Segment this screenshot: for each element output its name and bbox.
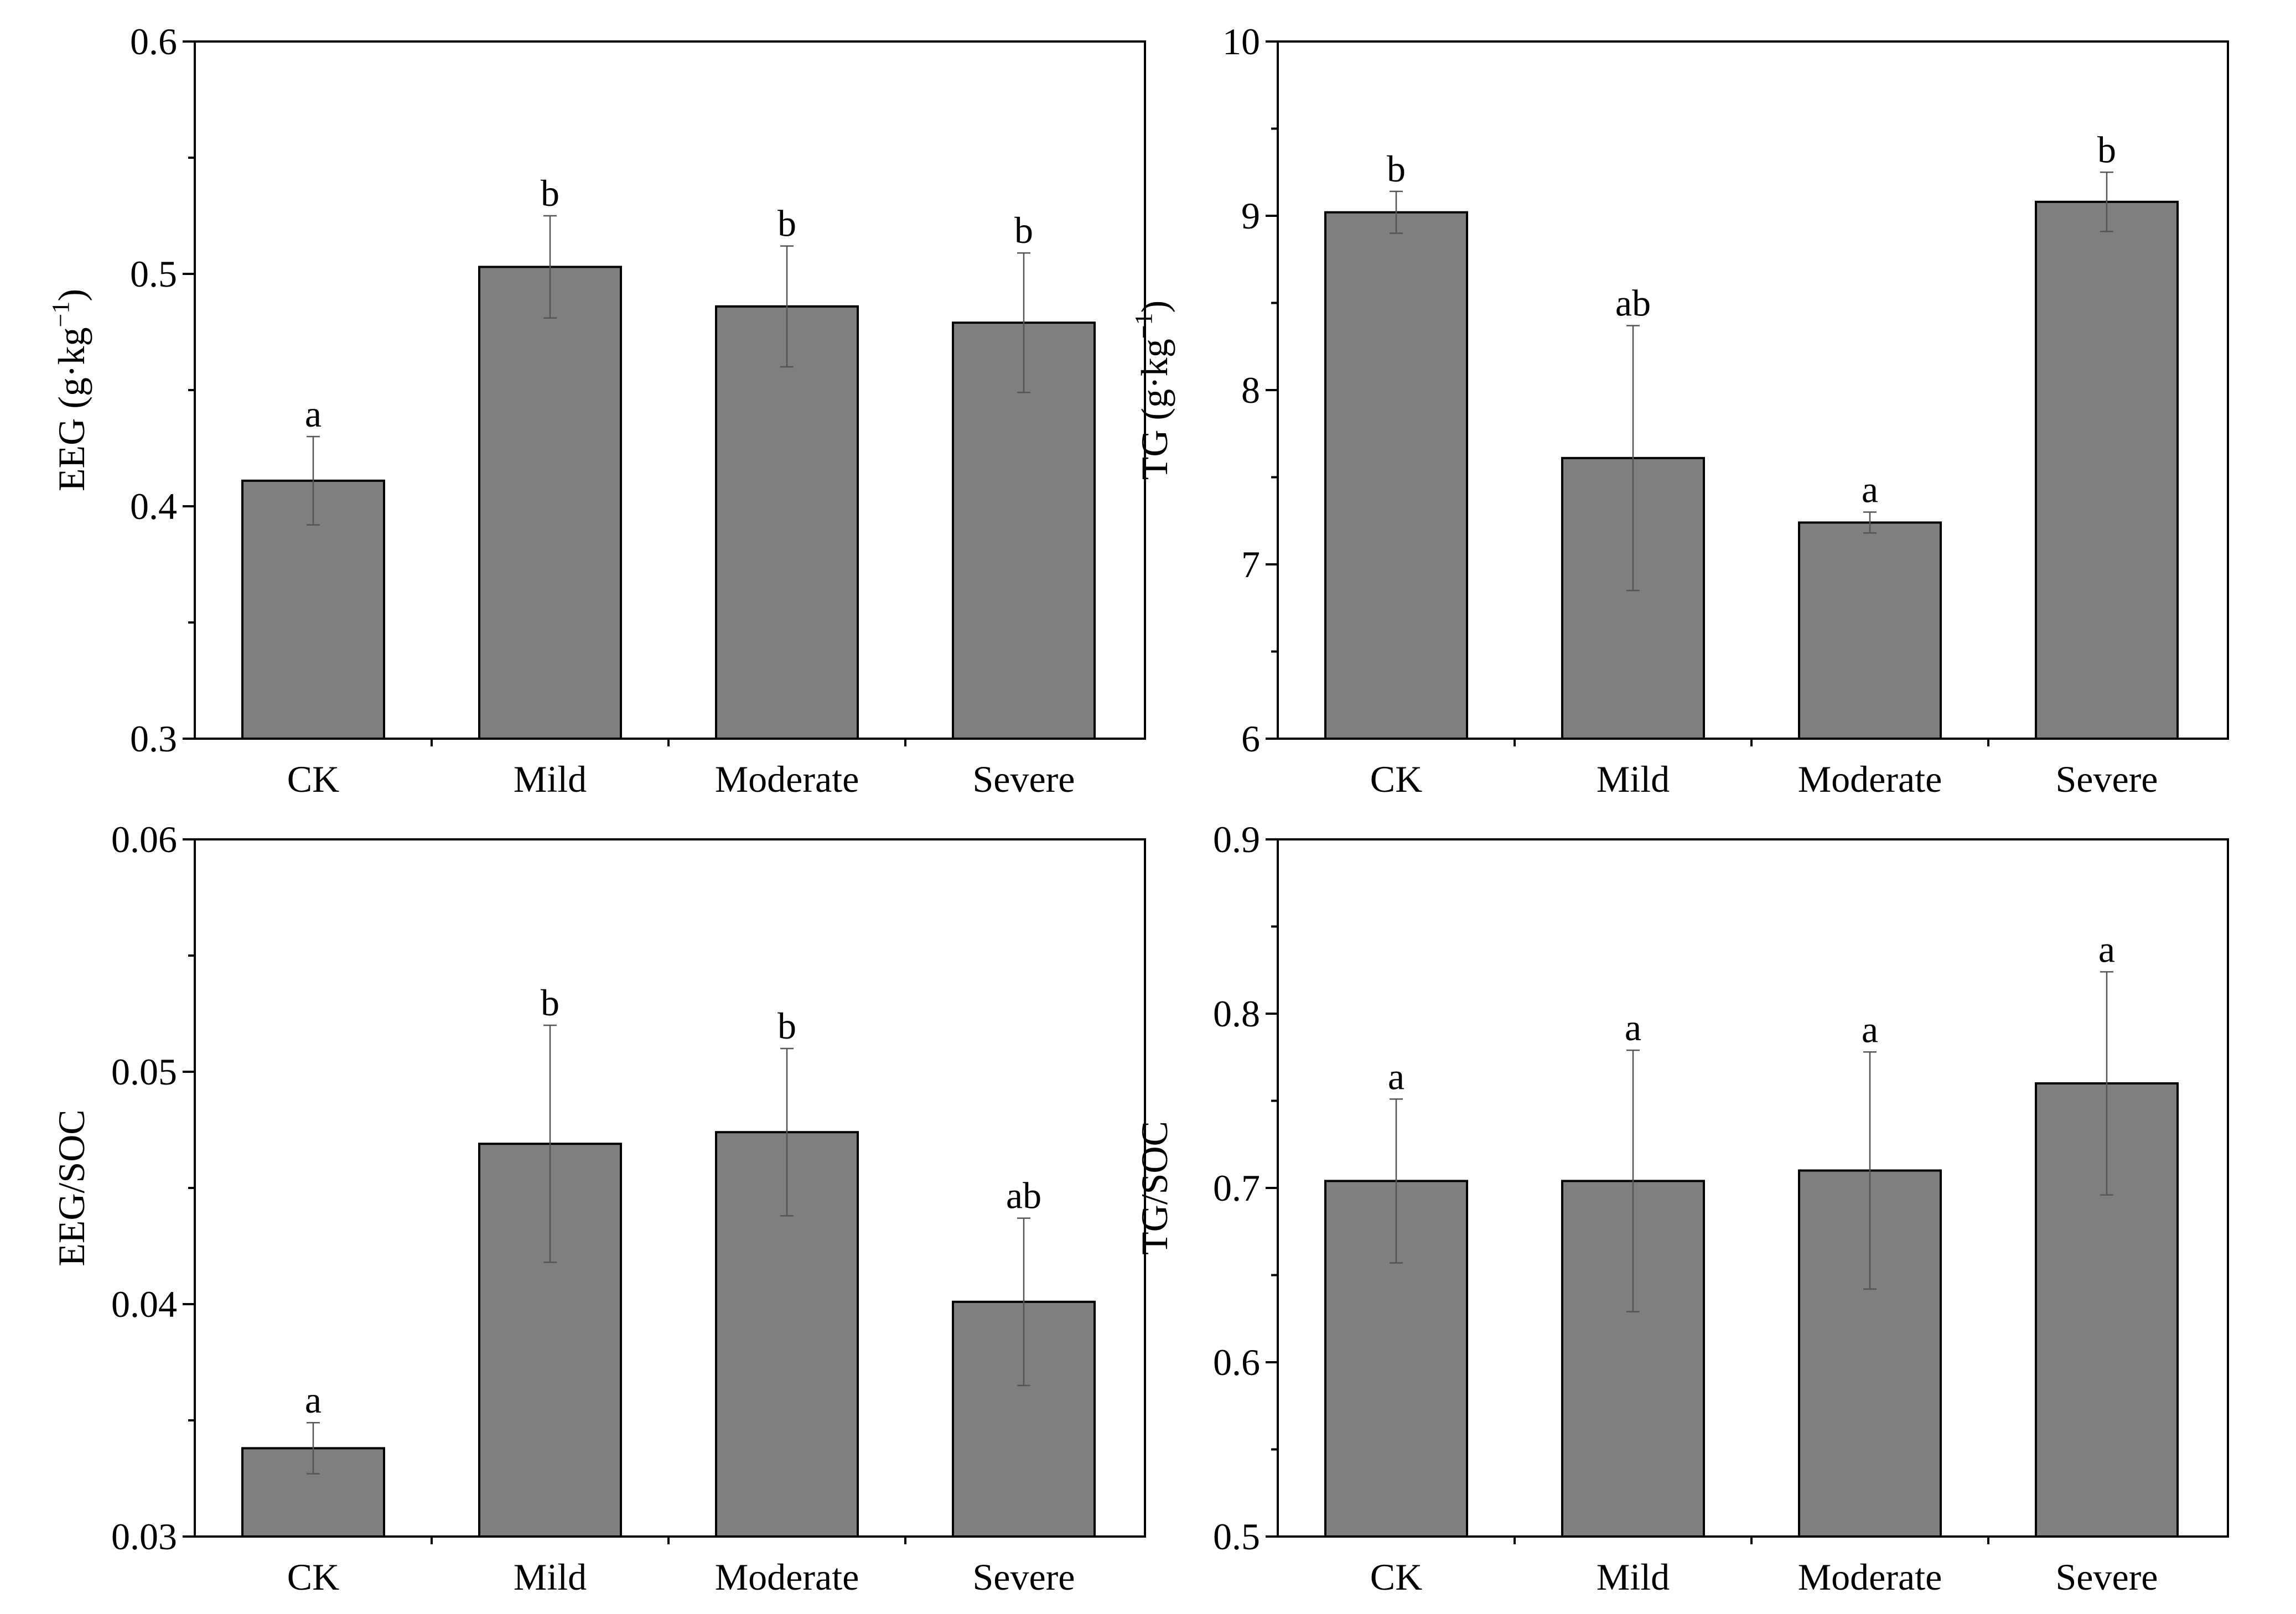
significance-label-ck: a: [305, 393, 322, 435]
category-label-severe: Severe: [2055, 758, 2158, 800]
y-tick-label: 0.06: [111, 818, 177, 860]
chart-tg-soc: a CK a Mild a Moderate a Severe 0.5 0.6 0.7 0.8 0.9 T…: [1133, 818, 2229, 1598]
y-axis-title-superscript: −1: [47, 302, 74, 328]
y-tick-label: 0.04: [111, 1283, 177, 1325]
y-axis-title: EEG (g·kg−1): [47, 289, 92, 491]
category-label-severe: Severe: [2055, 1556, 2158, 1598]
y-tick-label: 7: [1241, 543, 1260, 585]
y-tick-label: 0.05: [111, 1051, 177, 1093]
y-axis-title: TG/SOC: [1133, 1121, 1175, 1255]
category-label-moderate: Moderate: [715, 758, 859, 800]
significance-label-moderate: a: [1862, 469, 1878, 511]
significance-label-ck: a: [1388, 1055, 1404, 1097]
category-label-ck: CK: [287, 1556, 339, 1598]
category-label-ck: CK: [1370, 758, 1422, 800]
y-axis-title-main: TG (g·kg: [1133, 339, 1175, 480]
significance-label-mild: ab: [1615, 282, 1651, 324]
category-label-mild: Mild: [1597, 1556, 1670, 1598]
y-tick-label: 0.03: [111, 1516, 177, 1558]
y-axis-title-close: ): [1133, 300, 1175, 313]
bar-mild: [478, 266, 622, 740]
category-label-mild: Mild: [514, 1556, 587, 1598]
y-axis-title-main: EEG (g·kg: [50, 328, 92, 491]
category-label-mild: Mild: [514, 758, 587, 800]
y-tick-label: 0.9: [1213, 818, 1260, 860]
chart-eeg: a CK b Mild b Moderate b Severe 0.3 0.4 0.5 0.6 EEG …: [47, 20, 1146, 800]
chart-eeg-soc: a CK b Mild b Moderate ab Severe 0.03 0.04 0.05 0.0…: [50, 818, 1146, 1598]
y-tick-label: 9: [1241, 195, 1260, 237]
significance-label-ck: a: [305, 1379, 322, 1421]
significance-label-moderate: b: [778, 203, 796, 245]
significance-label-severe: b: [1014, 209, 1033, 251]
category-label-ck: CK: [1370, 1556, 1422, 1598]
bar-ck: [1324, 211, 1468, 740]
significance-label-ck: b: [1387, 148, 1406, 190]
y-tick-label: 0.5: [130, 253, 177, 295]
category-label-moderate: Moderate: [1798, 758, 1942, 800]
y-tick-label: 6: [1241, 718, 1260, 760]
y-tick-label: 0.7: [1213, 1167, 1260, 1209]
category-label-ck: CK: [287, 758, 339, 800]
y-tick-label: 8: [1241, 369, 1260, 411]
category-label-moderate: Moderate: [715, 1556, 859, 1598]
y-axis-title: TG (g·kg−1): [1130, 300, 1175, 480]
category-label-severe: Severe: [972, 1556, 1075, 1598]
significance-label-mild: b: [541, 982, 559, 1024]
y-tick-label: 10: [1222, 20, 1260, 63]
significance-label-severe: b: [2097, 128, 2116, 170]
significance-label-moderate: a: [1862, 1008, 1878, 1050]
y-tick-label: 0.3: [130, 718, 177, 760]
significance-label-mild: b: [541, 172, 559, 214]
significance-label-severe: a: [2098, 928, 2115, 970]
significance-label-moderate: b: [778, 1005, 796, 1047]
y-tick-label: 0.5: [1213, 1516, 1260, 1558]
y-axis-title-main: TG/SOC: [1133, 1121, 1175, 1255]
category-label-severe: Severe: [972, 758, 1075, 800]
y-tick-label: 0.4: [130, 485, 177, 527]
bar-moderate: [1798, 521, 1942, 740]
significance-label-severe: ab: [1006, 1175, 1041, 1217]
y-axis-title: EEG/SOC: [50, 1109, 92, 1266]
bar-moderate: [715, 305, 859, 740]
y-axis-title-superscript: −1: [1130, 313, 1157, 339]
chart-tg: b CK ab Mild a Moderate b Severe 6 7 8 9 10 TG (g·kg−…: [1130, 20, 2229, 800]
y-axis-title-main: EEG/SOC: [50, 1109, 92, 1266]
y-tick-label: 0.8: [1213, 993, 1260, 1035]
significance-label-mild: a: [1625, 1006, 1641, 1049]
bar-severe: [2035, 200, 2179, 740]
y-axis-title-close: ): [50, 289, 92, 302]
y-tick-label: 0.6: [130, 20, 177, 63]
category-label-moderate: Moderate: [1798, 1556, 1942, 1598]
category-label-mild: Mild: [1597, 758, 1670, 800]
y-tick-label: 0.6: [1213, 1341, 1260, 1383]
